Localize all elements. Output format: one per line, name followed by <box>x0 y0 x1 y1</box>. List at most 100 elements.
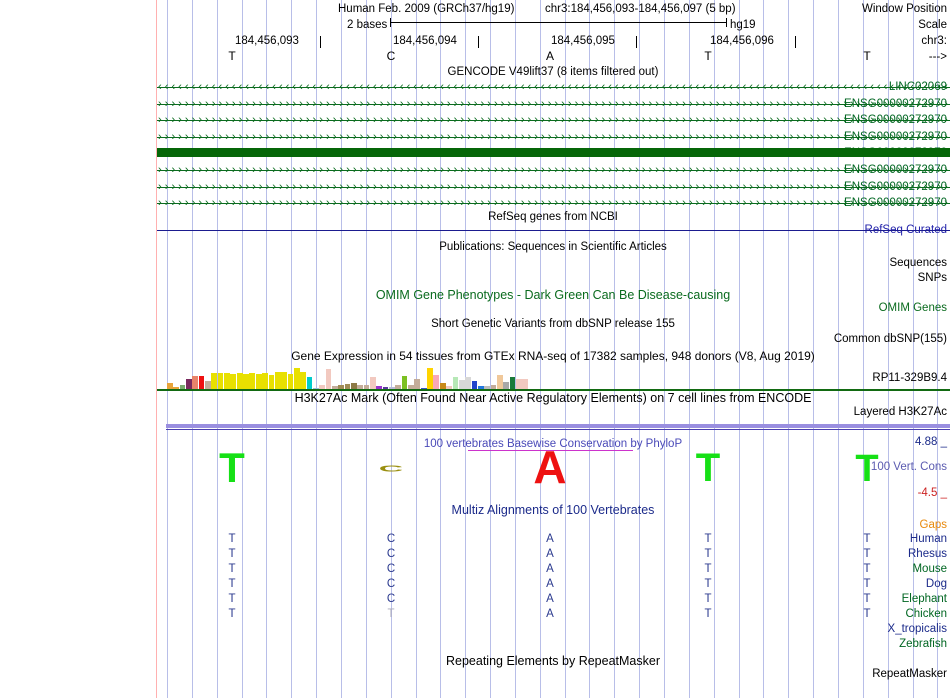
gtex-tissue-bar[interactable] <box>338 384 345 390</box>
gtex-tissue-bar[interactable] <box>382 386 389 390</box>
gtex-tissue-bar[interactable] <box>217 373 224 390</box>
gtex-track-title[interactable]: Gene Expression in 54 tissues from GTEx … <box>291 349 815 363</box>
gtex-tissue-bar[interactable] <box>255 374 262 390</box>
gtex-tissue-bar[interactable] <box>331 385 338 390</box>
gtex-tissue-bar[interactable] <box>427 368 433 390</box>
refseq-track-title[interactable]: RefSeq genes from NCBI <box>488 211 618 223</box>
multiz-base-cell: C <box>386 563 396 575</box>
species-label-rhesus[interactable]: Rhesus <box>908 548 947 560</box>
gtex-tissue-bar[interactable] <box>458 379 465 390</box>
conservation-track-title[interactable]: 100 vertebrates Basewise Conservation by… <box>156 438 950 450</box>
gtex-tissue-bar[interactable] <box>408 384 414 390</box>
species-label-human[interactable]: Human <box>909 533 947 545</box>
assembly-label: Human Feb. 2009 (GRCh37/hg19) <box>338 3 515 15</box>
gtex-tissue-bar[interactable] <box>293 368 300 390</box>
species-label-mouse[interactable]: Mouse <box>912 563 947 575</box>
gtex-tissue-bar[interactable] <box>370 377 376 390</box>
multiz-track-title[interactable]: Multiz Alignments of 100 Vertebrates <box>451 503 655 517</box>
multiz-base-cell: T <box>863 578 871 590</box>
gtex-tissue-bar[interactable] <box>325 369 332 390</box>
gtex-tissue-bar[interactable] <box>465 377 471 390</box>
gtex-tissue-bar[interactable] <box>484 385 490 390</box>
gtex-tissue-bar[interactable] <box>179 384 186 390</box>
species-label-dog[interactable]: Dog <box>925 578 947 590</box>
gtex-tissue-bar[interactable] <box>503 381 509 390</box>
gtex-tissue-bar[interactable] <box>490 384 497 390</box>
species-label-chicken[interactable]: Chicken <box>905 608 947 620</box>
species-label-elephant[interactable]: Elephant <box>901 593 947 605</box>
gtex-tissue-bar[interactable] <box>249 373 256 390</box>
gtex-tissue-bar[interactable] <box>471 380 478 390</box>
gtex-tissue-bar[interactable] <box>243 374 249 390</box>
gaps-label[interactable]: Gaps <box>919 519 948 531</box>
gtex-tissue-bar[interactable] <box>414 378 421 390</box>
gtex-tissue-bar[interactable] <box>224 373 230 390</box>
omim-genes-label[interactable]: OMIM Genes <box>878 302 947 314</box>
gtex-tissue-bar[interactable] <box>344 383 351 390</box>
repeatmasker-track-title[interactable]: Repeating Elements by RepeatMasker <box>445 654 660 668</box>
sequences-label[interactable]: Sequences <box>889 257 947 269</box>
gtex-tissue-bar[interactable] <box>452 377 459 390</box>
multiz-base-cell: T <box>863 548 871 560</box>
gtex-tissue-bar[interactable] <box>186 378 192 390</box>
dbsnp-track-title[interactable]: Short Genetic Variants from dbSNP releas… <box>431 318 675 330</box>
multiz-base-cell: T <box>387 608 395 620</box>
gtex-tissue-bar[interactable] <box>376 385 383 390</box>
gtex-tissue-bar[interactable] <box>496 375 503 390</box>
gtex-tissue-bar[interactable] <box>351 382 357 390</box>
gene-strand-arrows: › › › › › › › › › › › › › › › › › › › › … <box>158 198 950 209</box>
gtex-tissue-bar[interactable] <box>395 384 402 390</box>
gtex-tissue-bar[interactable] <box>306 377 313 390</box>
gene-exon-block[interactable] <box>157 148 950 157</box>
gtex-tissue-bar[interactable] <box>515 378 522 390</box>
multiz-base-cell: A <box>546 578 554 590</box>
layered-h3k27ac-label[interactable]: Layered H3K27Ac <box>853 406 947 418</box>
gtex-tissue-bar[interactable] <box>262 373 268 390</box>
gtex-tissue-bar[interactable] <box>420 387 427 390</box>
gtex-tissue-bar[interactable] <box>509 377 516 390</box>
multiz-base-cell: C <box>386 578 396 590</box>
species-label-x_tropicalis[interactable]: X_tropicalis <box>887 623 947 635</box>
omim-track-title[interactable]: OMIM Gene Phenotypes - Dark Green Can Be… <box>375 288 731 302</box>
gtex-tissue-bar[interactable] <box>281 372 287 390</box>
scale-label: Scale <box>918 19 947 31</box>
cons-track-label[interactable]: 100 Vert. Cons <box>870 461 947 473</box>
gtex-tissue-bar[interactable] <box>211 373 218 390</box>
h3k27ac-track-title[interactable]: H3K27Ac Mark (Often Found Near Active Re… <box>294 391 812 405</box>
gtex-tissue-bar[interactable] <box>173 386 180 390</box>
gtex-tissue-bar[interactable] <box>446 385 452 390</box>
gene-intron-line <box>157 187 950 188</box>
species-label-zebrafish[interactable]: Zebrafish <box>899 638 947 650</box>
publications-track-title[interactable]: Publications: Sequences in Scientific Ar… <box>439 241 667 253</box>
gtex-tissue-bar[interactable] <box>230 374 237 390</box>
repeatmasker-label[interactable]: RepeatMasker <box>872 668 947 680</box>
gtex-tissue-bar[interactable] <box>198 376 205 390</box>
gtex-tissue-bar[interactable] <box>167 382 173 390</box>
gtex-tissue-bar[interactable] <box>477 385 484 390</box>
gencode-track-title[interactable]: GENCODE V49lift37 (8 items filtered out) <box>447 66 659 78</box>
gtex-expression-barchart[interactable] <box>167 366 535 390</box>
gtex-tissue-bar[interactable] <box>522 378 529 390</box>
h3k27ac-signal <box>166 424 950 428</box>
gtex-tissue-bar[interactable] <box>389 386 395 390</box>
gtex-tissue-bar[interactable] <box>274 372 281 390</box>
gtex-tissue-bar[interactable] <box>205 380 211 390</box>
gtex-tissue-bar[interactable] <box>287 374 294 390</box>
gtex-tissue-bar[interactable] <box>300 372 306 390</box>
gtex-tissue-bar[interactable] <box>312 387 319 390</box>
conservation-title-main: 100 vertebrates Basewise Conservation <box>423 438 628 450</box>
position-label: chr3:184,456,093-184,456,097 (5 bp) <box>545 3 736 15</box>
common-dbsnp-label[interactable]: Common dbSNP(155) <box>833 333 947 345</box>
gtex-tissue-bar[interactable] <box>363 384 370 390</box>
gtex-tissue-bar[interactable] <box>401 376 408 390</box>
gtex-tissue-bar[interactable] <box>236 373 243 390</box>
gtex-tissue-bar[interactable] <box>433 375 440 390</box>
multiz-base-cell: T <box>863 563 871 575</box>
gtex-tissue-bar[interactable] <box>319 384 325 390</box>
gtex-gene-label[interactable]: RP11-329B9.4 <box>872 372 947 384</box>
snps-label[interactable]: SNPs <box>917 272 947 284</box>
gtex-tissue-bar[interactable] <box>439 382 446 390</box>
gtex-tissue-bar[interactable] <box>268 375 275 390</box>
gtex-tissue-bar[interactable] <box>357 384 364 390</box>
gtex-tissue-bar[interactable] <box>192 376 199 390</box>
